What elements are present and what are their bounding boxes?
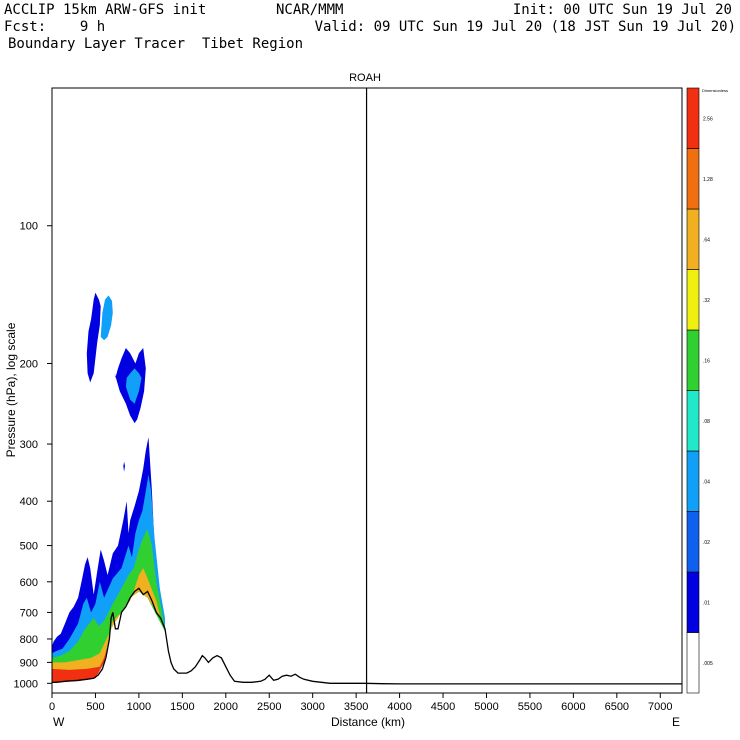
x-axis: 0 500 1000 1500 2000 2500 3000 3500 4000 4500 5000… bbox=[49, 693, 673, 713]
colorbar-swatch bbox=[686, 208, 700, 270]
colorbar-swatch bbox=[686, 269, 700, 331]
x-axis-label: Distance (km) bbox=[331, 715, 405, 729]
header-line1-right: Init: 00 UTC Sun 19 Jul 20 bbox=[512, 2, 732, 18]
x-tick-label: 2500 bbox=[257, 701, 281, 713]
tracer-region bbox=[100, 295, 113, 341]
tracer-region bbox=[86, 292, 101, 383]
y-tick-label: 900 bbox=[20, 657, 38, 669]
y-tick-label: 1000 bbox=[14, 678, 38, 690]
colorbar-label: .64 bbox=[703, 237, 710, 243]
y-tick-label: 300 bbox=[20, 439, 38, 451]
colorbar-label: .08 bbox=[703, 419, 710, 425]
colorbar-label: 1.28 bbox=[703, 177, 713, 183]
tracer-region bbox=[52, 646, 108, 683]
colorbar-swatch bbox=[686, 571, 700, 633]
colorbar-label: .16 bbox=[703, 358, 710, 364]
tracer-region bbox=[125, 368, 142, 404]
plot-frame bbox=[51, 87, 683, 694]
colorbar-title: Dimensionless bbox=[702, 88, 728, 93]
tracer-fill-layer bbox=[52, 292, 165, 683]
chart-title: ROAH bbox=[349, 72, 381, 84]
x-tick-label: 500 bbox=[86, 701, 104, 713]
colorbar-swatch bbox=[686, 450, 700, 512]
y-tick-label: 100 bbox=[20, 221, 38, 233]
colorbar-label: .04 bbox=[703, 479, 710, 485]
tracer-region bbox=[52, 474, 165, 683]
x-tick-label: 4000 bbox=[387, 701, 411, 713]
colorbar-swatch bbox=[686, 329, 700, 391]
west-label: W bbox=[53, 715, 65, 729]
y-axis-label: Pressure (hPa), log scale bbox=[4, 322, 18, 457]
colorbar-swatch bbox=[686, 632, 700, 694]
x-tick-label: 5000 bbox=[474, 701, 498, 713]
tracer-region bbox=[123, 461, 125, 472]
y-axis: 100 200 300 400 500 600 700 800 900 1000 bbox=[14, 221, 52, 690]
y-tick-label: 700 bbox=[20, 607, 38, 619]
tracer-region bbox=[52, 529, 165, 683]
colorbar-label: .01 bbox=[703, 600, 710, 606]
y-tick-label: 800 bbox=[20, 634, 38, 646]
x-tick-label: 7000 bbox=[648, 701, 672, 713]
x-tick-label: 1000 bbox=[127, 701, 151, 713]
header-line2-left: Fcst: 9 h bbox=[4, 19, 106, 35]
header-line1-mid: NCAR/MMM bbox=[276, 2, 344, 18]
x-tick-label: 3000 bbox=[300, 701, 324, 713]
colorbar-label: .32 bbox=[703, 298, 710, 304]
terrain-surface-line bbox=[52, 587, 682, 685]
colorbar: .005 .01 .02 .04 .08 .16 .32 .64 1.28 2.56 Dimensi… bbox=[686, 87, 728, 694]
x-tick-label: 4500 bbox=[431, 701, 455, 713]
x-tick-label: 2000 bbox=[214, 701, 238, 713]
y-tick-label: 200 bbox=[20, 358, 38, 370]
colorbar-label: .005 bbox=[703, 661, 713, 667]
header-line1-left: ACCLIP 15km ARW-GFS init bbox=[4, 2, 207, 18]
colorbar-swatch bbox=[686, 390, 700, 452]
x-tick-label: 5500 bbox=[518, 701, 542, 713]
x-tick-label: 3500 bbox=[344, 701, 368, 713]
y-tick-label: 500 bbox=[20, 541, 38, 553]
x-tick-label: 6000 bbox=[561, 701, 585, 713]
x-tick-label: 0 bbox=[49, 701, 55, 713]
colorbar-swatch bbox=[686, 511, 700, 573]
header-line3: Boundary Layer Tracer Tibet Region bbox=[8, 36, 304, 52]
colorbar-swatch bbox=[686, 148, 700, 210]
colorbar-label: .02 bbox=[703, 540, 710, 546]
x-tick-label: 6500 bbox=[605, 701, 629, 713]
east-label: E bbox=[672, 715, 680, 729]
x-tick-label: 1500 bbox=[170, 701, 194, 713]
y-tick-label: 400 bbox=[20, 496, 38, 508]
colorbar-label: 2.56 bbox=[703, 116, 713, 122]
colorbar-swatch bbox=[686, 87, 700, 149]
header-line2-right: Valid: 09 UTC Sun 19 Jul 20 (18 JST Sun … bbox=[314, 19, 736, 35]
y-tick-label: 600 bbox=[20, 577, 38, 589]
